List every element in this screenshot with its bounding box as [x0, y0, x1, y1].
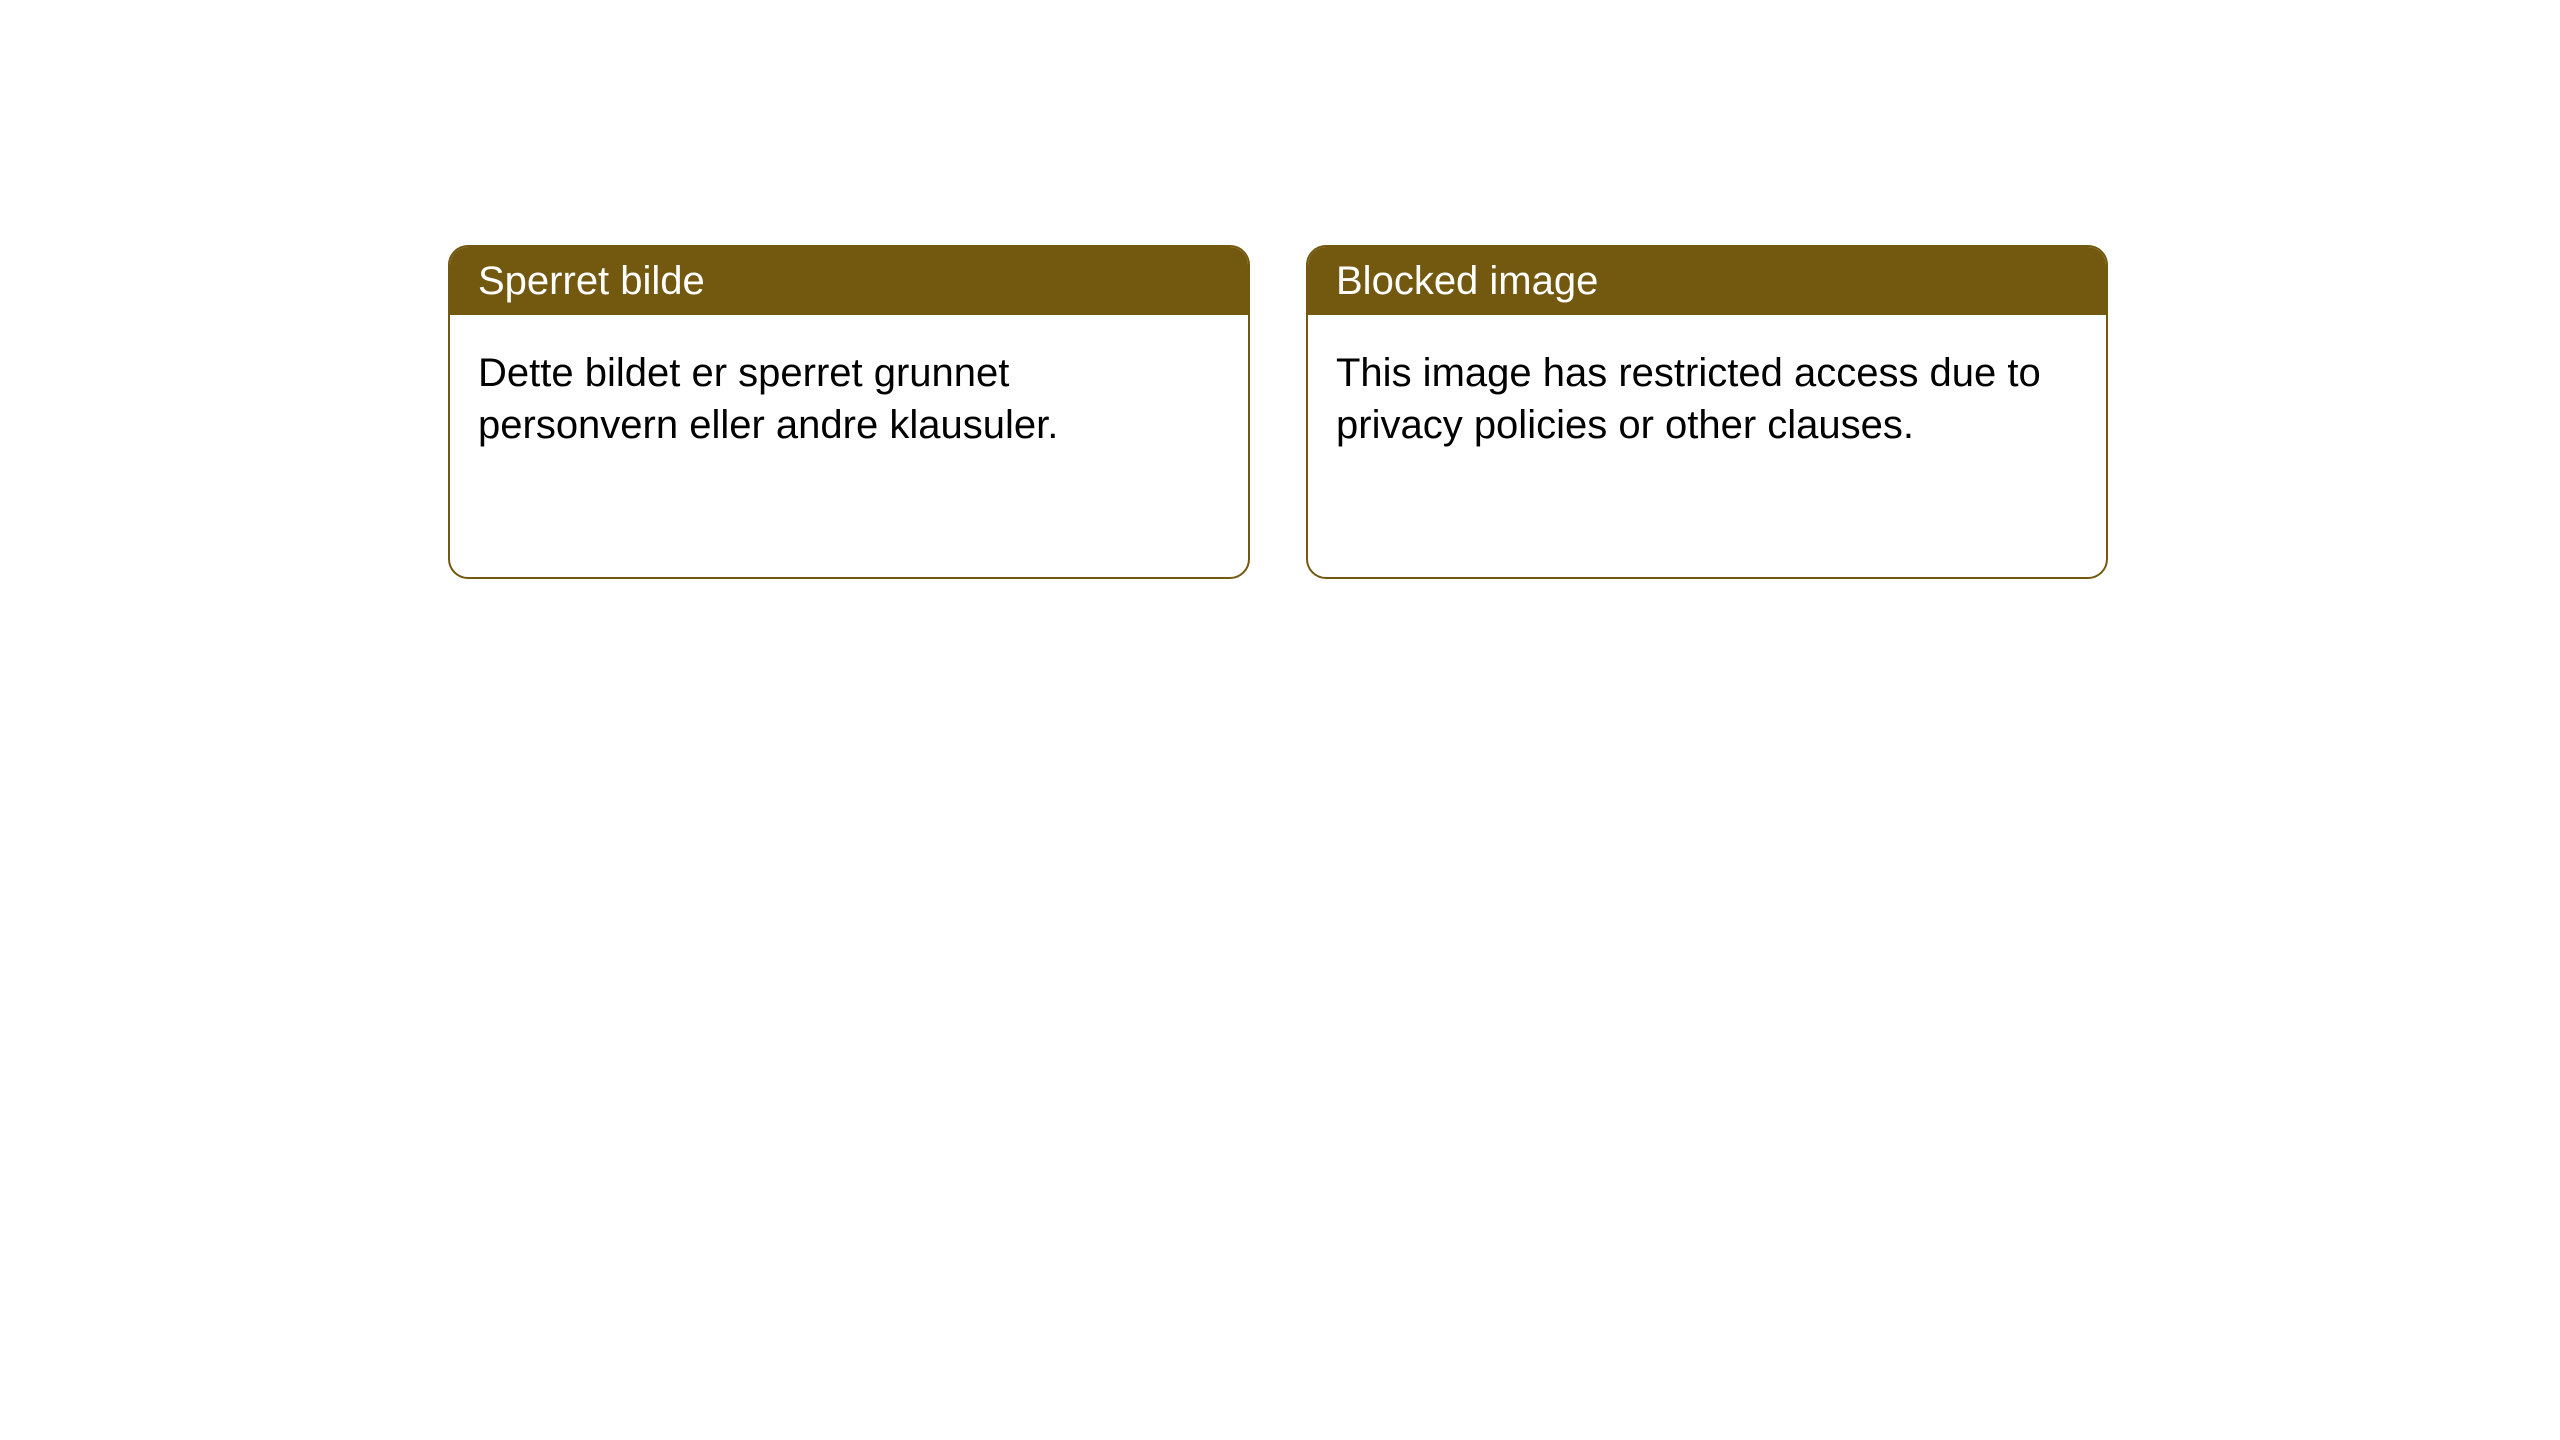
notice-container: Sperret bilde Dette bildet er sperret gr… — [0, 0, 2560, 579]
notice-title: Blocked image — [1308, 247, 2106, 315]
notice-body-text: Dette bildet er sperret grunnet personve… — [450, 315, 1248, 483]
notice-title: Sperret bilde — [450, 247, 1248, 315]
notice-body-text: This image has restricted access due to … — [1308, 315, 2106, 483]
notice-card-norwegian: Sperret bilde Dette bildet er sperret gr… — [448, 245, 1250, 579]
notice-card-english: Blocked image This image has restricted … — [1306, 245, 2108, 579]
